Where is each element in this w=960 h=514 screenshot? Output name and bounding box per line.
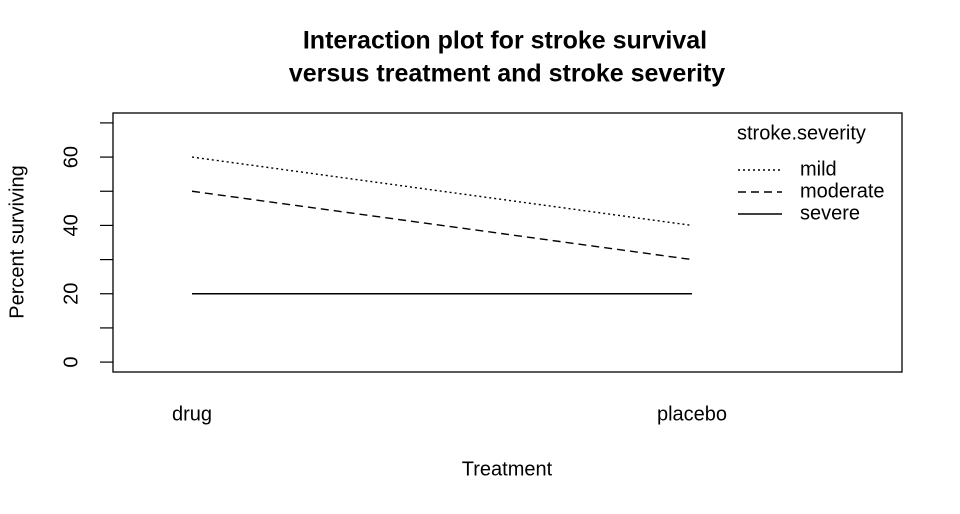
legend-label: mild bbox=[800, 158, 837, 180]
legend-title: stroke.severity bbox=[737, 122, 866, 144]
series-line bbox=[191, 190, 693, 261]
y-tick-label: 0 bbox=[60, 357, 82, 368]
series-line bbox=[191, 156, 693, 227]
legend-label: severe bbox=[800, 202, 860, 224]
x-axis-label: Treatment bbox=[462, 458, 553, 480]
plot-frame bbox=[112, 112, 903, 373]
y-tick-label: 20 bbox=[60, 283, 82, 305]
y-axis-label: Percent surviving bbox=[6, 165, 28, 318]
y-tick-label: 40 bbox=[60, 214, 82, 236]
y-tick-label: 60 bbox=[60, 146, 82, 168]
x-tick-label: placebo bbox=[657, 403, 727, 425]
chart-title: Interaction plot for stroke survival bbox=[303, 27, 707, 55]
x-tick-label: drug bbox=[172, 403, 212, 425]
chart-title: versus treatment and stroke severity bbox=[289, 60, 725, 88]
legend-label: moderate bbox=[800, 180, 885, 202]
